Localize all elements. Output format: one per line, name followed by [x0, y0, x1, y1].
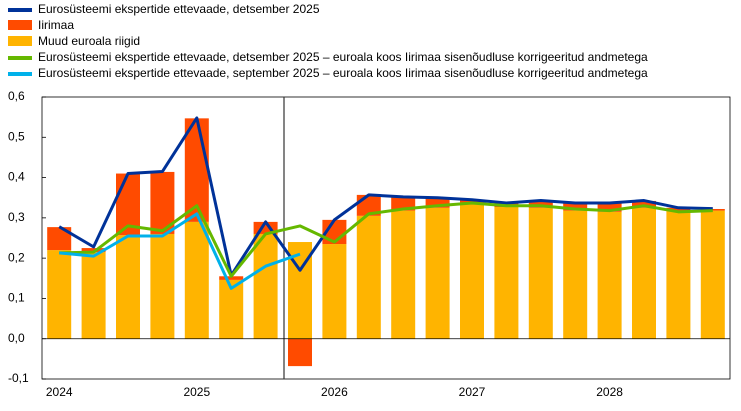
y-tick-label: 0,3 — [8, 210, 25, 224]
x-tick-label: 2025 — [183, 385, 210, 399]
y-tick-label: 0,1 — [8, 291, 25, 305]
line-series — [59, 201, 713, 278]
bar — [253, 233, 278, 339]
bar — [597, 211, 622, 339]
bar — [597, 202, 622, 212]
legend-label: Iirimaa — [38, 18, 74, 32]
bar — [563, 202, 588, 211]
legend-label: Eurosüsteemi ekspertide ettevaade, detse… — [38, 2, 320, 16]
bar — [460, 203, 484, 339]
bar — [322, 244, 347, 339]
line-series — [58, 116, 713, 277]
y-tick-label: 0,4 — [8, 170, 25, 184]
bar — [528, 207, 553, 339]
y-tick-label: -0,1 — [8, 371, 29, 385]
legend-label: Eurosüsteemi ekspertide ettevaade, septe… — [38, 66, 648, 80]
bar — [425, 197, 450, 208]
legend-swatch — [8, 20, 32, 30]
legend-swatch — [8, 72, 32, 76]
x-tick-label: 2026 — [321, 385, 348, 399]
plot-frame — [41, 96, 731, 380]
y-tick-label: 0,2 — [8, 250, 25, 264]
y-tick-label: 0,5 — [8, 129, 25, 143]
bar — [494, 206, 519, 339]
bar — [81, 248, 106, 253]
bar — [356, 215, 381, 339]
y-tick-label: 0,6 — [8, 89, 25, 103]
bar — [81, 252, 106, 339]
bar — [700, 210, 725, 339]
legend-swatch — [8, 8, 32, 12]
bar — [288, 338, 312, 367]
bar — [666, 210, 691, 339]
bar — [47, 227, 72, 251]
bar — [700, 208, 725, 211]
bar — [391, 210, 416, 339]
bar — [219, 276, 244, 280]
bar — [116, 235, 140, 339]
bar — [150, 233, 175, 339]
legend-swatch — [8, 56, 32, 60]
line-series — [59, 212, 301, 290]
bar — [184, 221, 209, 339]
bar — [47, 250, 72, 339]
y-tick-label: 0,0 — [8, 331, 25, 345]
legend-swatch — [8, 36, 32, 46]
legend-label: Eurosüsteemi ekspertide ettevaade, detse… — [38, 50, 648, 64]
legend-label: Muud euroala riigid — [38, 34, 140, 48]
bar — [632, 207, 656, 339]
bar — [425, 207, 450, 339]
x-tick-label: 2024 — [46, 385, 73, 399]
bar — [563, 210, 588, 339]
x-tick-label: 2028 — [596, 385, 623, 399]
x-tick-label: 2027 — [459, 385, 486, 399]
